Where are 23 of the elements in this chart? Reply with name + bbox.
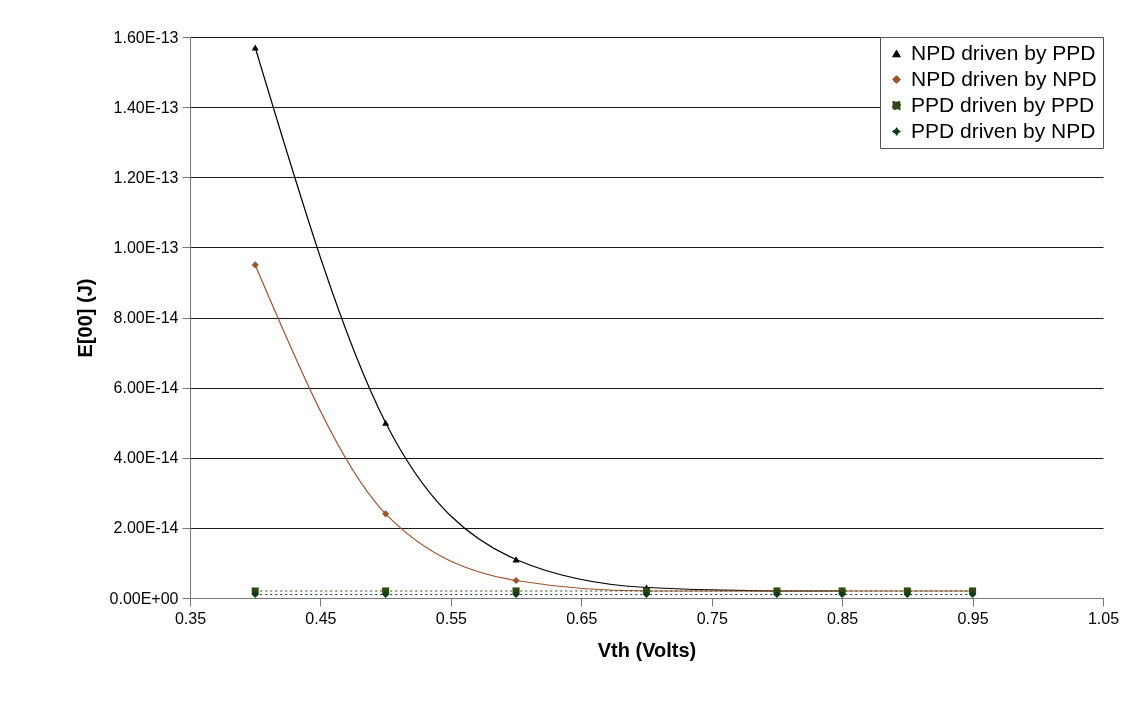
x-tick-label: 1.05 (1087, 609, 1120, 627)
x-tick-label: 0.45 (305, 609, 337, 627)
x-tick-label: 0.85 (827, 609, 859, 627)
legend-label: PPD driven by PPD (911, 92, 1095, 116)
x-tick-label: 0.75 (696, 609, 728, 627)
legend-label: NPD driven by PPD (911, 40, 1096, 64)
legend-label: NPD driven by NPD (911, 66, 1097, 90)
x-tick-label: 0.65 (566, 609, 598, 627)
y-tick-label: 8.00E-14 (113, 309, 179, 326)
y-tick-label: 2.00E-14 (113, 519, 179, 537)
y-tick-label: 6.00E-14 (113, 379, 179, 397)
y-axis-title: E[00] (J) (73, 278, 96, 358)
legend-label: PPD driven by NPD (911, 118, 1096, 142)
x-tick-label: 0.55 (435, 609, 468, 627)
y-tick-label: 1.20E-13 (113, 168, 179, 186)
y-tick-label: 4.00E-14 (113, 449, 179, 467)
y-tick-label: 1.60E-13 (113, 28, 179, 46)
y-tick-label: 1.40E-13 (113, 98, 179, 116)
x-tick-label: 0.95 (957, 609, 989, 627)
y-tick-label: 0.00E+00 (109, 589, 179, 607)
x-axis-title: Vth (Volts) (597, 638, 697, 661)
y-tick-label: 1.00E-13 (113, 238, 179, 256)
x-tick-label: 0.35 (174, 609, 207, 627)
